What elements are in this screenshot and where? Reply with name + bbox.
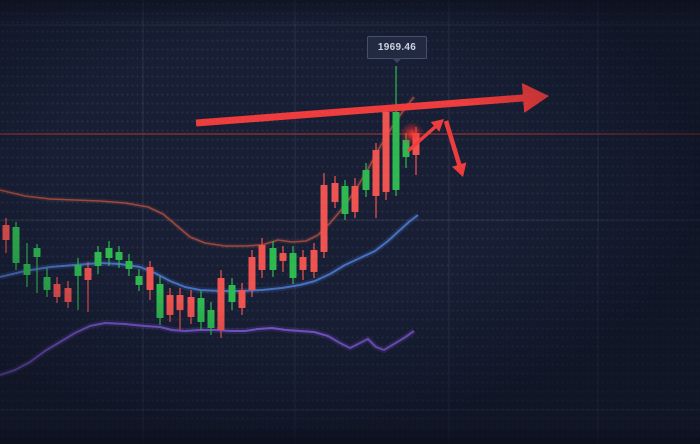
trend-arrow[interactable] bbox=[195, 83, 549, 127]
bollinger-bands bbox=[0, 95, 420, 378]
drop-down-arrow[interactable] bbox=[443, 120, 467, 177]
signal-glow-dot bbox=[400, 122, 424, 146]
price-tooltip: 1969.46 bbox=[367, 36, 427, 63]
